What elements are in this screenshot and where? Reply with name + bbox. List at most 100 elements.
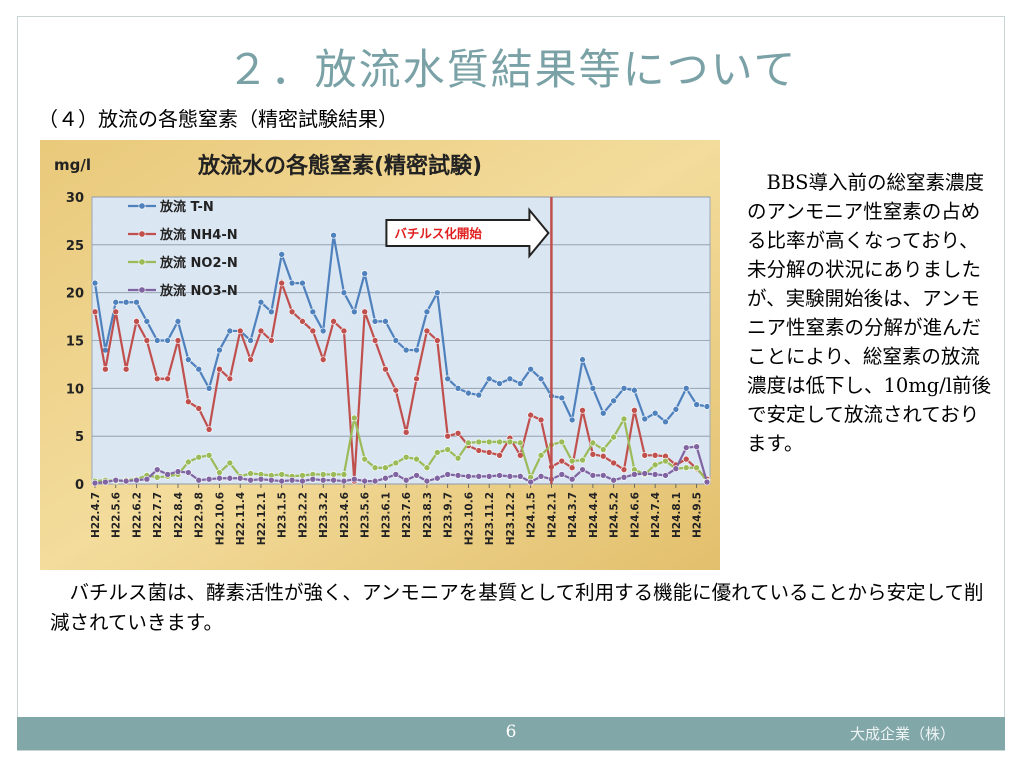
y-tick-label: 20 bbox=[66, 287, 84, 302]
x-tick-label: H22.7.7 bbox=[152, 492, 164, 538]
data-point-2 bbox=[423, 464, 431, 472]
data-point-0 bbox=[631, 386, 638, 394]
data-point-3 bbox=[288, 476, 296, 484]
data-point-3 bbox=[299, 477, 306, 485]
data-point-1 bbox=[226, 375, 234, 383]
company-name: 大成企業（株） bbox=[849, 725, 955, 743]
legend-label: 放流 NH4-N bbox=[159, 227, 238, 243]
annotation-arrow bbox=[385, 207, 550, 259]
x-tick-label: H22.8.4 bbox=[173, 492, 185, 538]
data-point-2 bbox=[351, 414, 358, 422]
data-point-2 bbox=[247, 470, 254, 477]
data-point-1 bbox=[434, 337, 441, 344]
data-point-1 bbox=[122, 365, 130, 373]
data-point-3 bbox=[278, 477, 286, 485]
x-tick-label: H23.8.3 bbox=[422, 492, 434, 538]
data-point-0 bbox=[392, 337, 400, 344]
data-point-2 bbox=[485, 438, 493, 446]
data-point-0 bbox=[319, 327, 327, 335]
data-point-2 bbox=[413, 455, 420, 463]
data-point-3 bbox=[205, 475, 213, 483]
data-point-1 bbox=[216, 365, 223, 373]
data-point-1 bbox=[247, 356, 254, 363]
x-axis-ticks: H22.4.7 H22.5.6 H22.6.2 H22.7.7 H22.8.4 H22.9… bbox=[90, 484, 704, 545]
data-point-1 bbox=[454, 429, 462, 437]
data-point-0 bbox=[558, 394, 566, 402]
data-point-1 bbox=[610, 459, 617, 467]
x-tick-label: H22.6.2 bbox=[131, 492, 143, 538]
data-point-1 bbox=[620, 466, 628, 473]
data-point-2 bbox=[340, 471, 348, 478]
data-point-2 bbox=[537, 451, 545, 459]
data-point-1 bbox=[309, 327, 317, 335]
data-point-3 bbox=[568, 475, 576, 483]
data-point-2 bbox=[651, 461, 659, 469]
data-point-3 bbox=[174, 468, 182, 475]
legend-marker bbox=[138, 286, 146, 294]
data-point-2 bbox=[216, 469, 223, 476]
data-point-0 bbox=[164, 337, 171, 344]
data-point-1 bbox=[444, 432, 451, 440]
x-tick-label: H23.10.6 bbox=[463, 492, 475, 545]
data-point-1 bbox=[475, 447, 483, 454]
data-point-0 bbox=[122, 298, 130, 306]
y-tick-label: 0 bbox=[75, 478, 84, 493]
y-tick-label: 10 bbox=[66, 382, 84, 397]
data-point-0 bbox=[454, 385, 462, 392]
data-point-1 bbox=[278, 279, 286, 287]
data-point-1 bbox=[496, 451, 503, 459]
x-tick-label: H23.1.5 bbox=[277, 492, 289, 538]
data-point-2 bbox=[516, 439, 524, 447]
data-point-1 bbox=[423, 327, 431, 335]
data-point-3 bbox=[703, 478, 711, 486]
data-point-0 bbox=[651, 409, 659, 417]
data-point-1 bbox=[371, 337, 379, 344]
data-point-3 bbox=[631, 471, 638, 478]
data-point-2 bbox=[402, 453, 410, 461]
data-point-0 bbox=[226, 327, 234, 335]
data-point-1 bbox=[102, 365, 109, 373]
x-tick-label: H22.5.6 bbox=[111, 492, 123, 538]
x-tick-label: H24.8.1 bbox=[671, 492, 683, 538]
data-point-0 bbox=[361, 270, 368, 277]
x-tick-label: H24.6.6 bbox=[629, 492, 641, 538]
data-point-0 bbox=[185, 356, 192, 363]
data-point-2 bbox=[226, 459, 234, 467]
data-point-2 bbox=[620, 415, 628, 423]
data-point-3 bbox=[195, 476, 203, 484]
data-point-2 bbox=[610, 433, 617, 441]
legend-marker bbox=[138, 258, 146, 266]
data-point-0 bbox=[112, 298, 120, 306]
x-tick-label: H23.5.6 bbox=[360, 492, 372, 538]
data-point-0 bbox=[475, 391, 483, 399]
data-point-0 bbox=[351, 308, 358, 316]
x-tick-label: H23.7.6 bbox=[401, 492, 413, 538]
data-point-3 bbox=[351, 475, 358, 483]
chart: 0 5 10 15 20 25 30 H22.4.7 H22.5.6 H22.6.2 H22.7.… bbox=[40, 140, 720, 570]
data-point-0 bbox=[444, 375, 451, 383]
data-point-2 bbox=[205, 451, 213, 459]
data-point-3 bbox=[309, 475, 317, 483]
data-point-2 bbox=[444, 446, 451, 453]
data-point-0 bbox=[485, 375, 493, 383]
data-point-0 bbox=[465, 389, 472, 397]
data-point-0 bbox=[143, 318, 151, 325]
data-point-0 bbox=[268, 308, 275, 316]
y-axis-label: mg/l bbox=[54, 156, 91, 174]
data-point-1 bbox=[392, 386, 400, 394]
data-point-3 bbox=[102, 478, 109, 486]
y-tick-label: 30 bbox=[66, 191, 84, 206]
data-point-2 bbox=[568, 457, 576, 465]
annotation-label: バチルス化開始 bbox=[394, 226, 482, 241]
data-point-0 bbox=[413, 346, 420, 354]
data-point-1 bbox=[382, 365, 389, 373]
x-tick-label: H23.11.2 bbox=[484, 492, 496, 545]
data-point-0 bbox=[672, 406, 680, 413]
data-point-1 bbox=[558, 457, 566, 465]
data-point-1 bbox=[195, 405, 203, 412]
data-point-3 bbox=[226, 474, 234, 482]
data-point-3 bbox=[496, 472, 503, 479]
slide-subtitle: （４）放流の各態窒素（精密試験結果） bbox=[38, 107, 398, 131]
data-point-1 bbox=[153, 375, 161, 383]
y-tick-label: 5 bbox=[75, 430, 84, 445]
